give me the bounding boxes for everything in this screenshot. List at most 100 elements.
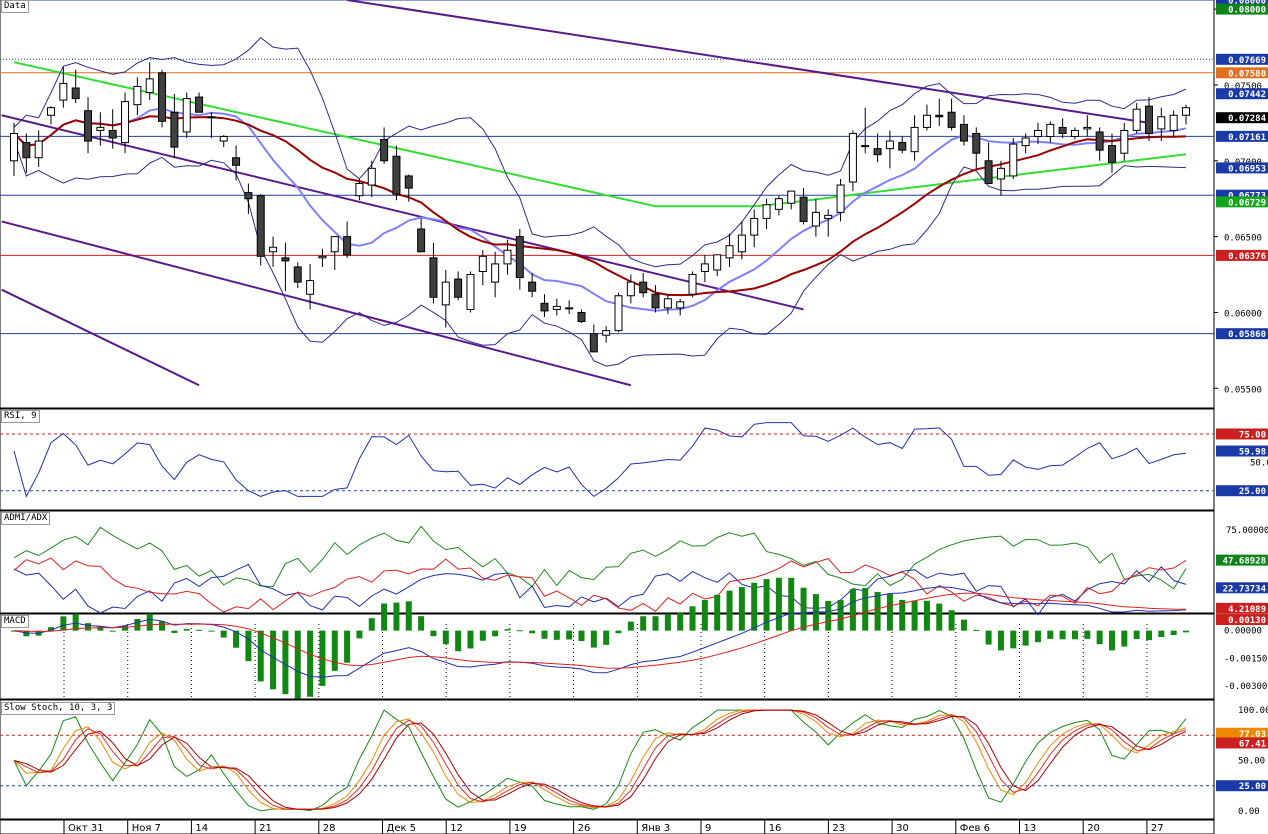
x-axis-box	[0, 819, 1215, 834]
candle-body	[441, 281, 450, 306]
macd-panel-label: MACD	[1, 615, 29, 628]
macd-hist-bar	[763, 579, 770, 631]
macd-hist-bar	[1047, 630, 1054, 639]
macd-hist-bar	[566, 630, 573, 640]
macd-hist-bar	[985, 630, 992, 645]
candle-body	[1033, 129, 1042, 138]
macd-hist-bar	[726, 590, 733, 631]
candle-body	[663, 298, 672, 309]
rsi-tick-label: 50.00	[1250, 458, 1268, 468]
stoch-panel-label: Slow Stoch, 10, 3, 3	[1, 702, 116, 715]
x-tick-label: 13	[1024, 823, 1037, 834]
price-level-badge	[1216, 0, 1268, 6]
panel-dmi	[0, 510, 1215, 614]
macd-hist-bar	[738, 587, 745, 631]
macd-hist-bar	[233, 630, 240, 648]
macd-signal-line	[13, 592, 1187, 669]
macd-hist-bar	[245, 630, 252, 662]
macd-hist-bar	[886, 593, 893, 631]
macd-hist-bar	[529, 630, 536, 634]
panel-macd	[0, 613, 1215, 700]
dmi-tick-label: 75.00000	[1226, 526, 1268, 536]
candle-body	[491, 263, 500, 283]
macd-hist-bar	[492, 630, 499, 637]
candle-body	[454, 278, 463, 298]
candle-body	[293, 266, 302, 283]
macd-hist-bar	[1170, 630, 1177, 636]
price-level-badge-text: 0.06729	[1228, 198, 1266, 208]
macd-hist-bar	[356, 630, 363, 639]
x-tick-label: 20	[1087, 823, 1100, 834]
dmi-panel-label: ADMI/ADX	[1, 512, 51, 525]
macd-hist-bar	[849, 589, 856, 631]
price-level-badge	[1216, 53, 1268, 65]
macd-hist-bar	[319, 630, 326, 686]
candle-body	[1182, 107, 1190, 116]
candle-body	[972, 132, 981, 154]
candle-body	[898, 142, 907, 151]
candle-body	[417, 228, 426, 253]
macd-hist-bar	[837, 599, 844, 631]
macd-hist-bar	[788, 577, 795, 631]
candle-body	[614, 295, 623, 332]
candle-body	[96, 126, 105, 131]
macd-hist-bar	[1071, 630, 1078, 640]
candle-body	[429, 257, 438, 298]
x-tick-label: Дек 5	[387, 823, 417, 834]
adx-line	[13, 557, 1187, 613]
macd-hist-bar	[405, 601, 412, 631]
dmi-plus-line	[13, 525, 1187, 590]
macd-hist-bar	[948, 610, 955, 631]
candle-body	[1132, 108, 1141, 131]
candle-body	[725, 245, 734, 259]
candle-body	[836, 184, 845, 213]
macd-hist-bar	[331, 630, 338, 671]
candle-body	[503, 249, 512, 265]
macd-hist-bar	[603, 630, 610, 645]
macd-hist-bar	[874, 591, 881, 631]
sma-fast-line	[13, 107, 1187, 312]
macd-hist-bar	[516, 630, 523, 632]
macd-hist-bar	[1145, 630, 1152, 641]
macd-hist-bar	[11, 630, 17, 632]
price-level-badge-text: 0.06376	[1228, 252, 1266, 262]
macd-tick-label: -0.00300	[1224, 682, 1267, 692]
candle-body	[515, 236, 524, 279]
price-level-badge-text: 0.07284	[1228, 114, 1267, 124]
stoch-d3-line	[13, 709, 1187, 810]
candle-body	[182, 98, 191, 133]
macd-hist-bar	[196, 629, 203, 631]
candle-body	[281, 257, 290, 262]
candle-body	[121, 101, 130, 144]
candle-body	[589, 333, 598, 353]
macd-hist-bar	[60, 616, 67, 631]
panel-price	[0, 0, 1215, 409]
price-level-badge-text: 0.08000	[1228, 6, 1266, 16]
price-level-badge	[1216, 130, 1268, 142]
macd-hist-bar	[1022, 630, 1029, 646]
macd-hist-bar	[1059, 630, 1066, 640]
macd-hist-bar	[393, 602, 400, 631]
candle-body	[1070, 129, 1079, 138]
macd-hist-bar	[430, 630, 437, 637]
macd-hist-bar	[208, 630, 215, 632]
candle-body	[1083, 126, 1092, 130]
macd-hist-bar	[615, 630, 622, 634]
price-level-badge	[1216, 112, 1268, 124]
macd-hist-bar	[751, 582, 758, 631]
macd-hist-bar	[960, 619, 967, 631]
rsi-badge	[1216, 445, 1268, 457]
macd-hist-bar	[689, 606, 696, 631]
dmi-badge-text: 22.73734	[1223, 584, 1267, 594]
price-panel-label: Data	[1, 0, 29, 13]
dmi-badge-text: 47.68928	[1223, 557, 1266, 567]
candle-body	[1169, 114, 1178, 131]
macd-hist-bar	[220, 630, 227, 638]
macd-hist-bar	[553, 630, 560, 640]
macd-hist-bar	[1133, 630, 1140, 639]
candle-body	[466, 274, 475, 310]
macd-hist-bar	[825, 600, 832, 631]
stoch-tick-label: 0.00	[1238, 807, 1260, 817]
candle-body	[861, 145, 870, 148]
